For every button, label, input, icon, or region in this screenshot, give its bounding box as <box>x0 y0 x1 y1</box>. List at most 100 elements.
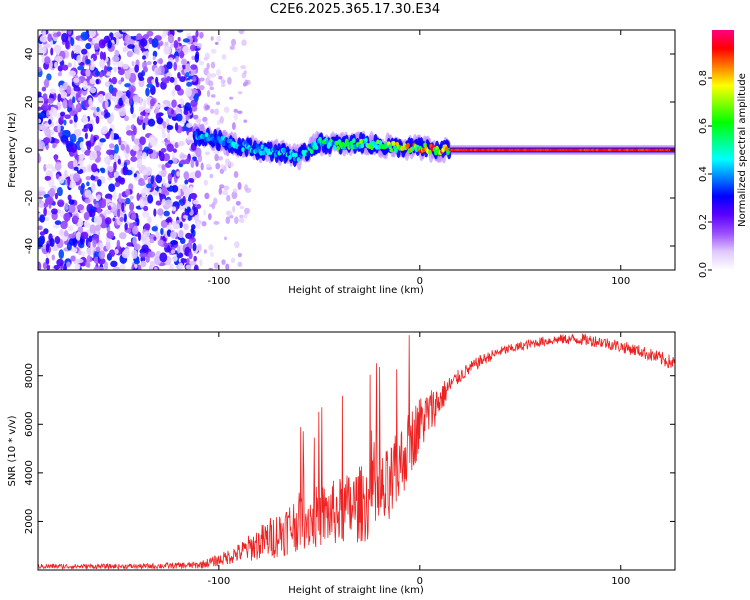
noise-speckle <box>93 198 97 205</box>
noise-speckle <box>45 163 54 169</box>
signal-core <box>428 149 432 155</box>
snr-y-tick-label: 4000 <box>24 460 35 485</box>
noise-speckle <box>118 192 122 203</box>
noise-speckle <box>56 31 62 37</box>
sparse-speckle <box>218 75 223 80</box>
noise-speckle <box>122 166 127 173</box>
noise-speckle <box>166 143 174 153</box>
noise-speckle <box>142 169 147 176</box>
noise-speckle <box>49 238 55 247</box>
signal-core <box>352 138 356 144</box>
sparse-speckle <box>210 61 216 69</box>
sparse-speckle <box>214 154 219 162</box>
noise-speckle <box>177 72 181 79</box>
noise-speckle <box>56 258 64 267</box>
noise-speckle <box>128 96 133 106</box>
noise-speckle <box>139 198 144 209</box>
noise-speckle <box>89 87 97 94</box>
sparse-speckle <box>199 77 205 82</box>
noise-speckle <box>183 109 189 115</box>
noise-speckle <box>128 222 134 229</box>
noise-speckle <box>46 73 52 81</box>
noise-speckle <box>189 44 196 52</box>
noise-speckle <box>116 208 121 218</box>
noise-speckle <box>86 247 94 256</box>
noise-speckle <box>153 103 161 109</box>
noise-speckle <box>175 113 183 122</box>
noise-speckle <box>130 87 134 97</box>
noise-speckle <box>89 224 96 234</box>
noise-speckle <box>190 159 195 169</box>
noise-speckle <box>166 76 171 82</box>
noise-speckle <box>145 113 149 119</box>
noise-speckle <box>141 244 149 253</box>
noise-speckle <box>169 263 174 270</box>
noise-speckle <box>72 172 81 182</box>
noise-speckle <box>73 77 80 83</box>
noise-speckle <box>133 259 140 265</box>
noise-speckle <box>100 126 108 135</box>
noise-speckle <box>73 247 78 253</box>
sparse-speckle <box>243 119 248 123</box>
sparse-speckle <box>198 60 205 66</box>
noise-speckle <box>147 177 151 185</box>
noise-speckle <box>131 113 137 119</box>
noise-speckle <box>195 30 199 38</box>
sparse-speckle <box>208 204 215 208</box>
noise-speckle <box>64 202 69 211</box>
noise-speckle <box>174 122 179 131</box>
noise-speckle <box>39 231 46 236</box>
signal-core <box>282 147 286 153</box>
noise-speckle <box>184 187 191 197</box>
signal-core <box>391 140 396 146</box>
chart-title: C2E6.2025.365.17.30.E34 <box>270 2 440 17</box>
noise-speckle <box>61 32 69 43</box>
noise-speckle <box>92 239 97 248</box>
noise-speckle <box>77 136 84 143</box>
noise-speckle <box>129 202 135 212</box>
sparse-speckle <box>240 65 247 70</box>
noise-speckle <box>130 105 134 115</box>
noise-speckle <box>142 210 150 218</box>
sparse-speckle <box>219 115 224 124</box>
noise-speckle <box>140 111 147 116</box>
noise-speckle <box>90 133 94 144</box>
noise-speckle <box>172 148 177 153</box>
noise-speckle <box>47 209 52 216</box>
noise-speckle <box>60 111 66 117</box>
noise-speckle <box>175 219 181 224</box>
sparse-speckle <box>231 122 236 131</box>
noise-speckle <box>103 65 108 75</box>
sparse-speckle <box>235 200 241 206</box>
noise-speckle <box>93 266 99 270</box>
noise-speckle <box>161 164 166 171</box>
noise-speckle <box>171 89 176 97</box>
noise-speckle <box>183 258 187 263</box>
noise-speckle <box>47 97 54 104</box>
noise-speckle <box>41 102 49 110</box>
signal-band <box>316 143 321 154</box>
noise-speckle <box>90 174 96 181</box>
noise-speckle <box>136 192 141 201</box>
noise-speckle <box>157 66 162 76</box>
noise-speckle <box>72 215 79 225</box>
sparse-speckle <box>206 62 210 70</box>
noise-speckle <box>82 99 90 108</box>
noise-speckle <box>78 185 82 191</box>
noise-speckle <box>38 96 45 106</box>
colorbar: 0.0 0.2 0.4 0.6 0.8 Normalized spectral ampl… <box>698 30 748 278</box>
noise-speckle <box>49 88 57 94</box>
noise-speckle <box>112 266 121 270</box>
noise-speckle <box>133 173 138 178</box>
noise-speckle <box>46 264 51 270</box>
noise-speckle <box>38 140 43 149</box>
noise-speckle <box>87 241 91 248</box>
snr-plot-area <box>38 332 675 570</box>
noise-speckle <box>139 136 146 146</box>
noise-speckle <box>84 132 88 140</box>
noise-speckle <box>162 121 167 129</box>
noise-speckle <box>171 206 177 212</box>
noise-speckle <box>186 81 193 87</box>
noise-speckle <box>186 206 191 213</box>
noise-speckle <box>82 80 88 91</box>
